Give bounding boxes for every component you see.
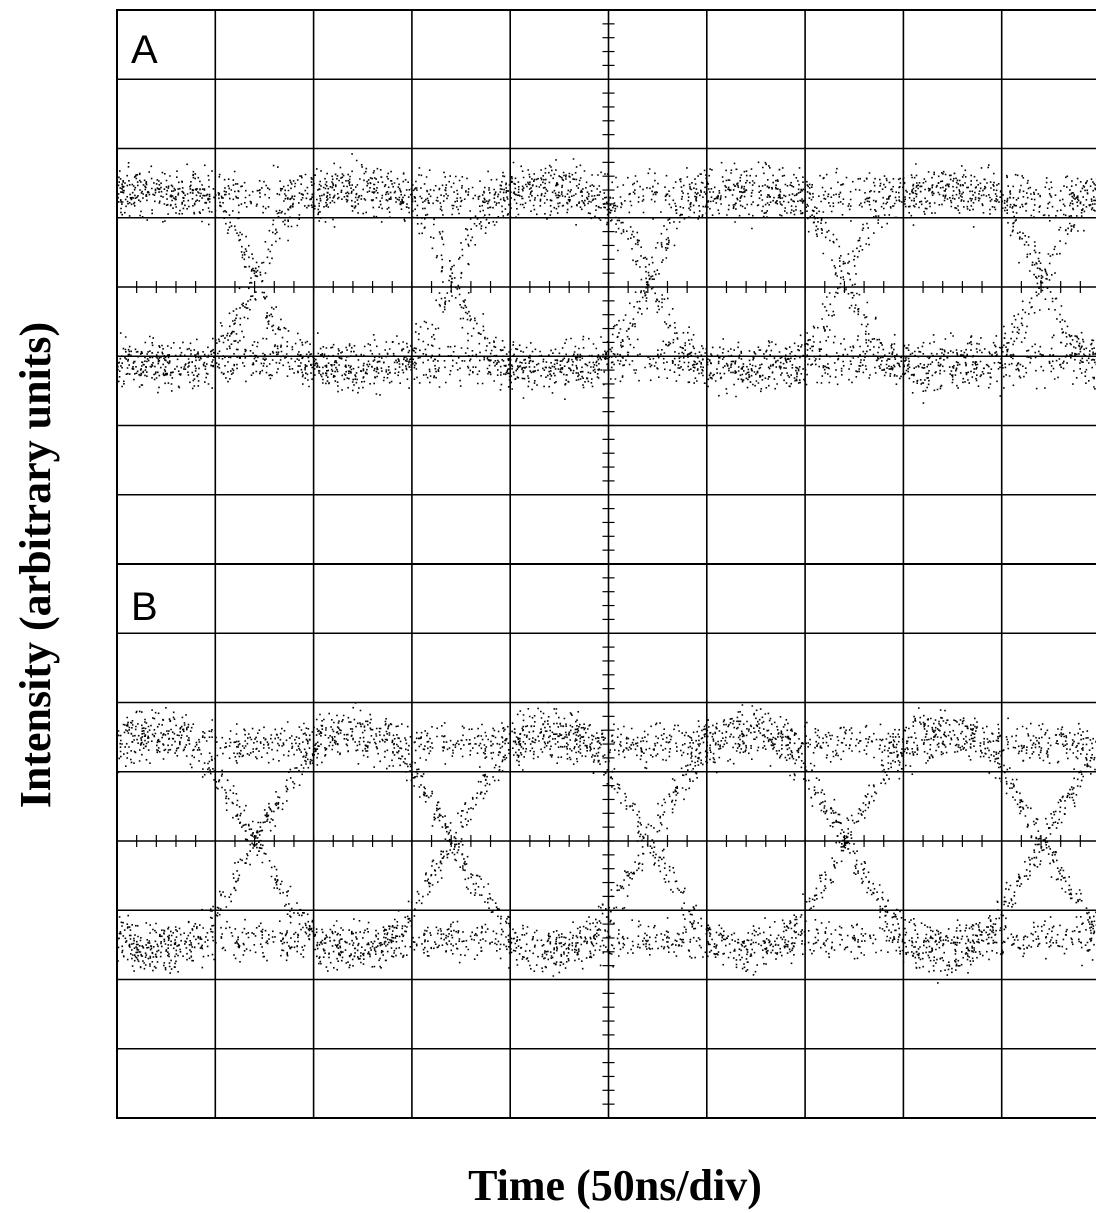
eye-trace-a <box>117 153 1096 404</box>
body: A B Time (50ns/div) Intensity (arbitrary… <box>0 0 1096 1213</box>
y-axis-title: Intensity (arbitrary units) <box>11 322 60 808</box>
figure: A B Time (50ns/div) Intensity (arbitrary… <box>0 0 1096 1213</box>
panel-label: B <box>131 585 158 629</box>
page: {"panels": [{"label": "A"}, {"label": "B… <box>0 0 1096 1213</box>
x-axis-title: Time (50ns/div) <box>468 1161 762 1210</box>
panel-label: A <box>131 28 158 72</box>
